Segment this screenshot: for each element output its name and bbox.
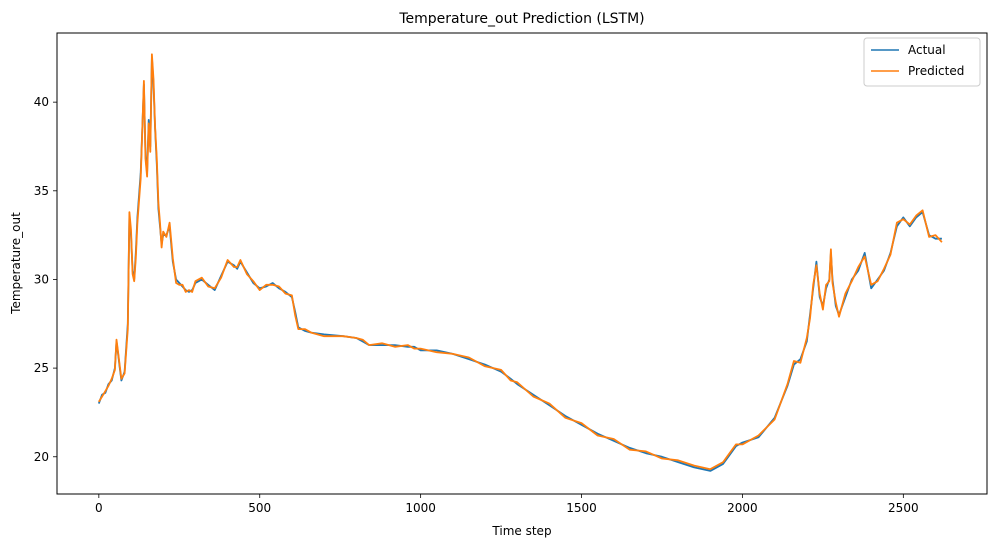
x-tick-label: 1500 bbox=[566, 501, 597, 515]
legend-label-predicted: Predicted bbox=[908, 64, 964, 78]
legend: Actual Predicted bbox=[863, 37, 981, 87]
x-axis: 0 500 1000 1500 2000 2500 bbox=[95, 494, 919, 515]
x-tick-label: 500 bbox=[248, 501, 271, 515]
x-axis-label: Time step bbox=[491, 524, 551, 538]
series-layer bbox=[97, 53, 943, 472]
legend-label-actual: Actual bbox=[908, 43, 946, 57]
x-tick-label: 0 bbox=[95, 501, 103, 515]
y-axis-label: Temperature_out bbox=[9, 212, 23, 315]
y-axis: 20 25 30 35 40 bbox=[34, 95, 57, 464]
y-tick-label: 20 bbox=[34, 450, 49, 464]
y-tick-label: 25 bbox=[34, 361, 49, 375]
chart-title: Temperature_out Prediction (LSTM) bbox=[398, 11, 644, 27]
y-tick-label: 35 bbox=[34, 184, 49, 198]
x-tick-label: 1000 bbox=[405, 501, 436, 515]
x-tick-label: 2500 bbox=[888, 501, 919, 515]
series-line-predicted bbox=[98, 53, 943, 471]
plot-frame bbox=[56, 32, 988, 495]
y-tick-label: 30 bbox=[34, 272, 49, 286]
x-tick-label: 2000 bbox=[727, 501, 758, 515]
y-tick-label: 40 bbox=[34, 95, 49, 109]
